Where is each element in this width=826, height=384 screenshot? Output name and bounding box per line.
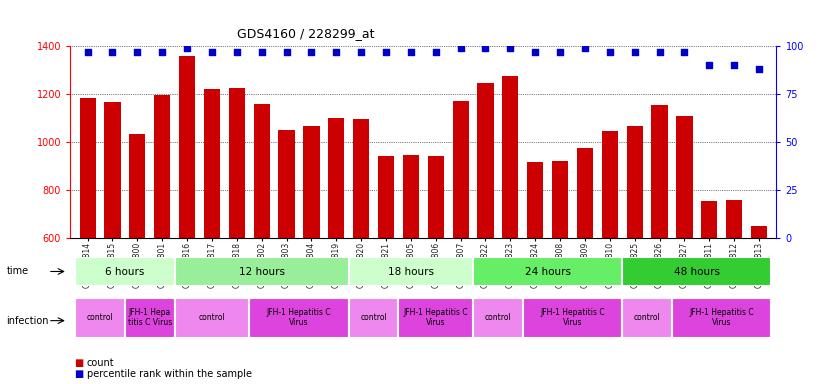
Text: control: control — [198, 313, 225, 322]
Text: ■: ■ — [74, 358, 83, 368]
Bar — [125, 298, 174, 338]
Text: 18 hours: 18 hours — [388, 266, 434, 277]
Text: JFH-1 Hepatitis C
Virus: JFH-1 Hepatitis C Virus — [267, 308, 331, 328]
Bar — [204, 89, 220, 382]
Bar — [353, 119, 369, 382]
Text: 6 hours: 6 hours — [105, 266, 145, 277]
Point — [603, 49, 616, 55]
Point — [678, 49, 691, 55]
Text: control: control — [485, 313, 511, 322]
Point — [180, 45, 193, 51]
Bar — [154, 95, 170, 382]
Point — [504, 45, 517, 51]
Text: percentile rank within the sample: percentile rank within the sample — [87, 369, 252, 379]
Bar — [622, 257, 771, 286]
Bar — [254, 104, 270, 382]
Point — [230, 49, 244, 55]
Bar — [751, 226, 767, 382]
Bar — [453, 101, 468, 382]
Bar — [676, 116, 692, 382]
Bar — [349, 298, 398, 338]
Text: JFH-1 Hepatitis C
Virus: JFH-1 Hepatitis C Virus — [690, 308, 754, 328]
Text: infection: infection — [7, 316, 49, 326]
Point — [454, 45, 468, 51]
Bar — [174, 298, 249, 338]
Bar — [75, 298, 125, 338]
Bar — [428, 157, 444, 382]
Bar — [75, 257, 174, 286]
Point — [728, 62, 741, 68]
Bar — [130, 134, 145, 382]
Point — [578, 45, 591, 51]
Text: 24 hours: 24 hours — [525, 266, 571, 277]
Bar — [701, 201, 717, 382]
Point — [703, 62, 716, 68]
Bar — [403, 155, 419, 382]
Point — [553, 49, 567, 55]
Point — [330, 49, 343, 55]
Point — [354, 49, 368, 55]
Text: GDS4160 / 228299_at: GDS4160 / 228299_at — [237, 27, 374, 40]
Point — [255, 49, 268, 55]
Point — [280, 49, 293, 55]
Text: control: control — [634, 313, 661, 322]
Text: 12 hours: 12 hours — [239, 266, 285, 277]
Bar — [672, 298, 771, 338]
Text: control: control — [87, 313, 113, 322]
Bar — [303, 126, 320, 382]
Point — [206, 49, 219, 55]
Text: JFH-1 Hepa
titis C Virus: JFH-1 Hepa titis C Virus — [128, 308, 172, 328]
Point — [81, 49, 94, 55]
Text: JFH-1 Hepatitis C
Virus: JFH-1 Hepatitis C Virus — [540, 308, 605, 328]
Bar — [79, 98, 96, 382]
Bar — [527, 162, 544, 382]
Bar — [627, 126, 643, 382]
Bar — [577, 148, 593, 382]
Point — [106, 49, 119, 55]
Point — [653, 49, 667, 55]
Point — [479, 45, 492, 51]
Text: count: count — [87, 358, 114, 368]
Bar — [249, 298, 349, 338]
Text: JFH-1 Hepatitis C
Virus: JFH-1 Hepatitis C Virus — [403, 308, 468, 328]
Bar — [473, 257, 622, 286]
Point — [430, 49, 443, 55]
Text: time: time — [7, 266, 29, 276]
Bar — [552, 161, 568, 382]
Bar — [104, 103, 121, 382]
Bar — [477, 83, 494, 382]
Text: control: control — [360, 313, 387, 322]
Bar — [179, 56, 195, 382]
Bar — [328, 118, 344, 382]
Point — [305, 49, 318, 55]
Point — [752, 66, 766, 72]
Bar — [349, 257, 473, 286]
Bar — [174, 257, 349, 286]
Point — [529, 49, 542, 55]
Bar — [229, 88, 244, 382]
Text: ■: ■ — [74, 369, 83, 379]
Bar — [726, 200, 743, 382]
Bar — [398, 298, 473, 338]
Bar — [502, 76, 519, 382]
Point — [628, 49, 641, 55]
Point — [155, 49, 169, 55]
Bar — [378, 157, 394, 382]
Bar — [473, 298, 523, 338]
Bar — [278, 130, 295, 382]
Bar — [523, 298, 622, 338]
Bar — [602, 131, 618, 382]
Text: 48 hours: 48 hours — [674, 266, 720, 277]
Bar — [652, 105, 667, 382]
Point — [379, 49, 392, 55]
Bar — [622, 298, 672, 338]
Point — [404, 49, 417, 55]
Point — [131, 49, 144, 55]
